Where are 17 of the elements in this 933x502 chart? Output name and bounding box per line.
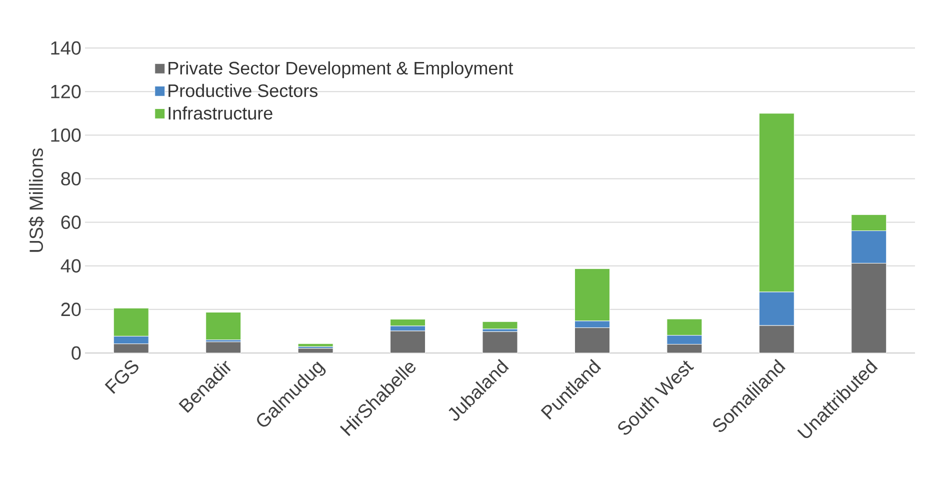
y-axis-title: US$ Millions bbox=[28, 148, 44, 252]
legend-label: Productive Sectors bbox=[168, 84, 318, 98]
y-tick-label: 60 bbox=[61, 216, 81, 229]
legend-label: Infrastructure bbox=[168, 106, 272, 120]
y-tick-label: 100 bbox=[51, 128, 81, 142]
y-tick-label: 120 bbox=[51, 84, 81, 98]
y-tick-label: 40 bbox=[60, 259, 81, 273]
bar bbox=[482, 321, 518, 330]
y-tick-label: 80 bbox=[61, 172, 81, 186]
legend-label: Private Sector Development & Employment bbox=[168, 61, 514, 78]
y-tick-label: 20 bbox=[61, 302, 81, 316]
bar bbox=[390, 318, 426, 326]
y-tick-label: 140 bbox=[51, 41, 81, 55]
bar bbox=[482, 331, 518, 354]
bar bbox=[206, 342, 242, 354]
bar bbox=[206, 312, 242, 340]
y-tick-label: 0 bbox=[72, 346, 81, 360]
